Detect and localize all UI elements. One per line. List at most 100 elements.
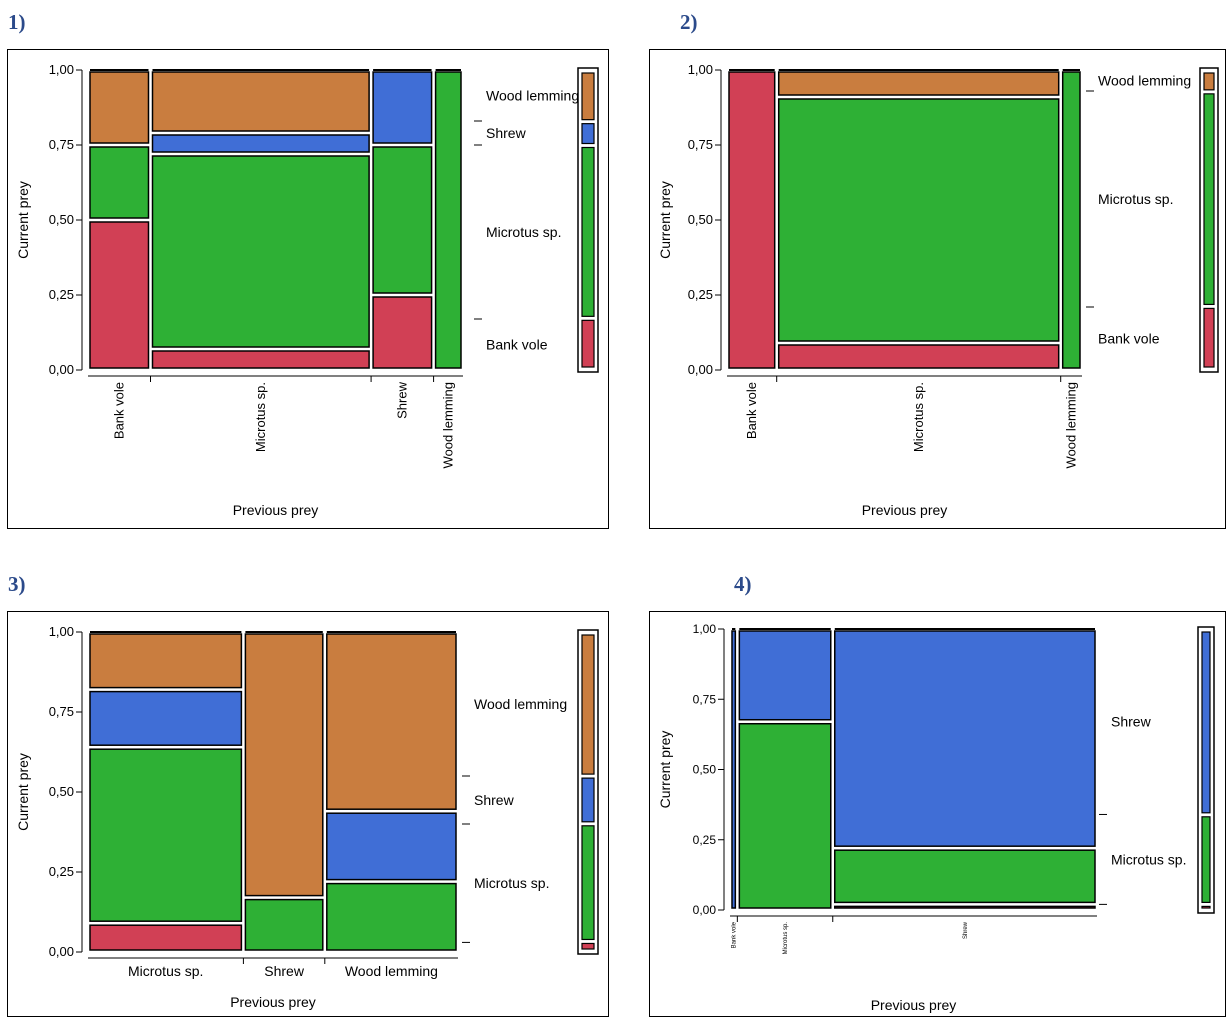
mosaic-chart-3: 0,00 0,25 0,50 0,75 1,00 Current prey Microtus… — [15, 624, 599, 1010]
y-axis-label: Current prey — [15, 753, 31, 831]
mosaic-cell-shrew-bank-vole — [834, 905, 1096, 909]
y-tick-label: 0,75 — [49, 137, 74, 152]
mosaic-cell-shrew-microtus-sp — [372, 146, 433, 294]
y-tick-label: 0,00 — [693, 903, 717, 917]
y-tick-label: 0,50 — [49, 784, 74, 799]
panel-label-1: 1) — [8, 10, 26, 34]
marginal-segment-bank-vole — [1201, 905, 1211, 909]
y-axis-label: Current prey — [657, 731, 673, 809]
y-axis-label: Current prey — [657, 181, 673, 259]
mosaic-cell-shrew-shrew — [834, 630, 1096, 847]
y-tick-label: 0,25 — [49, 287, 74, 302]
y-tick-label: 0,75 — [688, 137, 713, 152]
y-tick-label: 1,00 — [688, 62, 713, 77]
y-tick-label: 1,00 — [49, 62, 74, 77]
mosaic-cell-shrew-microtus-sp — [244, 898, 324, 951]
y-tick-label: 0,00 — [688, 362, 713, 377]
mosaic-cell-shrew-microtus-sp — [834, 849, 1096, 904]
marginal-segment-wood-lemming — [581, 72, 595, 121]
mosaic-chart-1: 0,00 0,25 0,50 0,75 1,00 Current prey Bank vol… — [15, 62, 599, 518]
mosaic-chart-4: 0,00 0,25 0,50 0,75 1,00 Current prey Bank vol… — [657, 622, 1215, 1013]
mosaic-cell-microtus-sp-wood-lemming — [89, 633, 243, 689]
x-tick-label: Microtus sp. — [253, 382, 268, 452]
mosaic-cell-shrew-shrew — [372, 71, 433, 144]
marginal-segment-microtus-sp — [1201, 816, 1211, 904]
x-tick-label: Shrew — [963, 921, 969, 939]
marginal-segment-bank-vole — [581, 319, 595, 368]
y-tick-label: 0,25 — [688, 287, 713, 302]
mosaic-cell-wood-lemming-wood-lemming — [326, 633, 457, 810]
legend-label-microtus-sp: Microtus sp. — [1111, 851, 1186, 867]
legend-label-microtus-sp: Microtus sp. — [486, 224, 561, 240]
legend-label-wood-lemming: Wood lemming — [474, 696, 567, 712]
mosaic-cell-bank-vole-wood-lemming — [89, 71, 150, 144]
y-tick-label: 0,25 — [49, 864, 74, 879]
y-tick-label: 0,00 — [49, 944, 74, 959]
x-tick-label: Bank vole — [112, 382, 127, 439]
mosaic-chart-2: 0,00 0,25 0,50 0,75 1,00 Current prey Bank vol… — [657, 62, 1219, 518]
x-axis-label: Previous prey — [871, 997, 957, 1013]
marginal-segment-wood-lemming — [1203, 72, 1215, 91]
x-tick-label: Microtus sp. — [783, 922, 789, 955]
x-tick-label: Bank vole — [732, 921, 738, 948]
marginal-segment-bank-vole — [1203, 307, 1215, 368]
y-tick-label: 0,00 — [49, 362, 74, 377]
marginal-segment-bank-vole — [581, 942, 595, 950]
x-tick-label: Microtus sp. — [911, 382, 926, 452]
mosaic-cell-microtus-sp-bank-vole — [151, 350, 370, 369]
x-tick-label: Wood lemming — [441, 382, 456, 468]
panel-label-3: 3) — [8, 572, 26, 596]
mosaic-cell-microtus-sp-microtus-sp — [777, 98, 1060, 342]
legend-label-bank-vole: Bank vole — [486, 337, 548, 353]
mosaic-cell-bank-vole-bank-vole — [89, 221, 150, 369]
panel-label-4: 4) — [734, 572, 752, 596]
x-tick-label: Bank vole — [744, 382, 759, 439]
mosaic-cell-wood-lemming-microtus-sp — [1061, 71, 1081, 369]
chart-panel-2: 0,00 0,25 0,50 0,75 1,00 Current prey Bank vol… — [649, 49, 1226, 529]
marginal-segment-shrew — [581, 123, 595, 145]
mosaic-cell-microtus-sp-bank-vole — [777, 344, 1060, 369]
y-tick-label: 0,75 — [49, 704, 74, 719]
y-tick-label: 1,00 — [49, 624, 74, 639]
marginal-segment-shrew — [1201, 631, 1211, 814]
chart-panel-4: 0,00 0,25 0,50 0,75 1,00 Current prey Bank vol… — [649, 611, 1226, 1017]
mosaic-cell-wood-lemming-microtus-sp — [326, 882, 457, 951]
legend-label-microtus-sp: Microtus sp. — [1098, 191, 1173, 207]
marginal-segment-shrew — [581, 777, 595, 823]
marginal-segment-microtus-sp — [581, 825, 595, 941]
x-tick-label: Shrew — [395, 381, 410, 418]
mosaic-cell-bank-vole-microtus-sp — [89, 146, 150, 219]
legend-label-shrew: Shrew — [1111, 714, 1152, 730]
x-tick-label: Shrew — [264, 963, 305, 979]
marginal-segment-microtus-sp — [581, 146, 595, 317]
mosaic-cell-microtus-sp-microtus-sp — [151, 155, 370, 348]
x-axis-label: Previous prey — [230, 994, 316, 1010]
mosaic-cell-microtus-sp-shrew — [738, 630, 832, 721]
mosaic-cell-bank-vole-bank-vole — [728, 71, 776, 369]
mosaic-cell-bank-vole-shrew — [731, 630, 737, 909]
y-tick-label: 0,75 — [693, 692, 717, 706]
y-tick-label: 0,25 — [693, 833, 717, 847]
legend-label-microtus-sp: Microtus sp. — [474, 875, 549, 891]
legend-label-bank-vole: Bank vole — [1098, 331, 1160, 347]
x-tick-label: Microtus sp. — [128, 963, 203, 979]
legend-label-wood-lemming: Wood lemming — [486, 88, 579, 104]
mosaic-cell-shrew-wood-lemming — [244, 633, 324, 897]
x-tick-label: Wood lemming — [345, 963, 438, 979]
y-tick-label: 0,50 — [693, 763, 717, 777]
mosaic-cell-microtus-sp-microtus-sp — [89, 748, 243, 922]
y-tick-label: 1,00 — [693, 622, 717, 636]
chart-panel-3: 0,00 0,25 0,50 0,75 1,00 Current prey Microtus… — [7, 611, 609, 1017]
marginal-segment-microtus-sp — [1203, 93, 1215, 306]
mosaic-cell-microtus-sp-bank-vole — [89, 924, 243, 951]
panel-label-2: 2) — [680, 10, 698, 34]
x-axis-label: Previous prey — [862, 502, 948, 518]
x-axis-label: Previous prey — [233, 502, 319, 518]
y-axis-label: Current prey — [15, 181, 31, 259]
mosaic-cell-microtus-sp-shrew — [151, 134, 370, 153]
chart-panel-1: 0,00 0,25 0,50 0,75 1,00 Current prey Bank vol… — [7, 49, 609, 529]
y-tick-label: 0,50 — [688, 212, 713, 227]
mosaic-cell-microtus-sp-wood-lemming — [777, 71, 1060, 96]
mosaic-cell-microtus-sp-microtus-sp — [738, 722, 832, 909]
marginal-segment-wood-lemming — [581, 634, 595, 775]
